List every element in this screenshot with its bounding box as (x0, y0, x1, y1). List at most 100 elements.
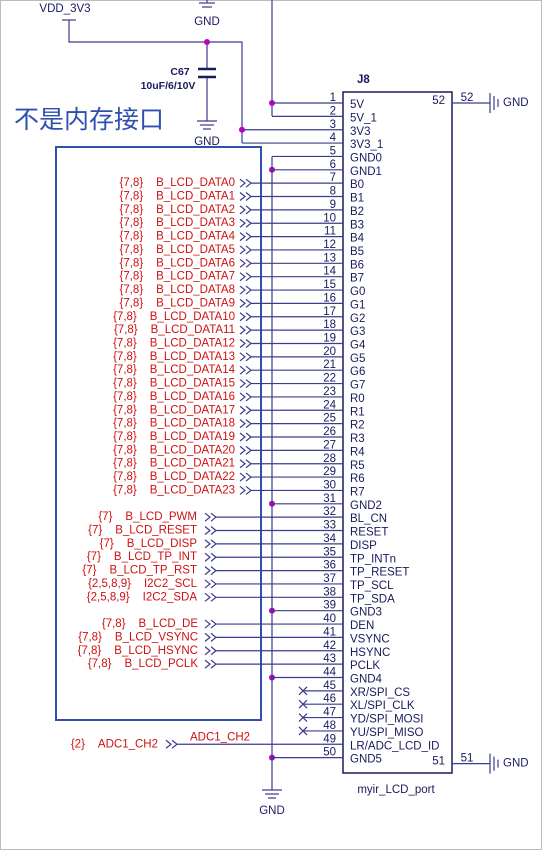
net-sheets: {7,8} (113, 351, 137, 363)
pin-number: 17 (323, 306, 336, 318)
pin-name: YU/SPI_MISO (350, 727, 424, 739)
net-port (204, 566, 211, 576)
net-label: {7,8} B_LCD_DATA15 (113, 378, 235, 390)
pin-name: GND3 (350, 607, 382, 619)
net-name: B_LCD_DATA12 (150, 338, 235, 350)
net-sheets: {7,8} (114, 324, 138, 336)
net-name: B_LCD_TP_INT (114, 551, 197, 563)
net-name: B_LCD_DATA19 (150, 431, 235, 443)
net-label: {7,8} B_LCD_DATA16 (113, 391, 235, 403)
pin-number: 29 (323, 466, 336, 478)
net-label: {7,8} B_LCD_DE (102, 618, 198, 630)
net-sheets: {7,8} (113, 338, 137, 350)
pin-name: PCLK (350, 660, 380, 672)
pin-name: RESET (350, 527, 388, 539)
pin-name: G2 (350, 313, 365, 325)
net-sheets: {7,8} (120, 257, 144, 269)
pin-name: GND4 (350, 674, 383, 686)
net-name: B_LCD_DATA10 (150, 311, 235, 323)
net-port (239, 218, 246, 228)
connector-body (342, 91, 453, 774)
net-port (204, 659, 211, 669)
pin-number: 51 (432, 756, 445, 768)
net-label: {7,8} B_LCD_DATA12 (113, 338, 235, 350)
pin-number: 45 (323, 680, 336, 692)
net-name: I2C2_SCL (144, 578, 198, 590)
net-sheets: {7,8} (113, 378, 137, 390)
net-name: B_LCD_DATA4 (156, 231, 235, 243)
net-sheets: {7,8} (78, 631, 102, 643)
net-name: B_LCD_DATA14 (150, 364, 236, 376)
net-port (239, 445, 246, 455)
net-name: B_LCD_DATA18 (150, 418, 235, 430)
pin-number: 31 (323, 493, 336, 505)
net-label: {7,8} B_LCD_DATA14 (113, 364, 235, 376)
net-sheets: {7,8} (120, 271, 144, 283)
net-sheets: {2} (71, 738, 85, 750)
net-name: B_LCD_DATA0 (156, 177, 235, 189)
net-sheets: {7} (88, 525, 102, 537)
net-label: {7,8} B_LCD_DATA19 (113, 431, 235, 443)
junction (204, 39, 210, 45)
pin-name: B3 (350, 219, 364, 231)
pin-number: 42 (323, 640, 336, 652)
net-port (239, 192, 246, 201)
pin-number: 28 (323, 453, 336, 465)
pin-number: 52 (461, 92, 474, 104)
pin-name: G1 (350, 299, 365, 311)
net-label: {7,8} B_LCD_VSYNC (78, 631, 198, 643)
pin-number: 44 (323, 667, 336, 679)
net-label: {2,5,8,9} I2C2_SDA (87, 591, 198, 603)
net-port (239, 205, 246, 215)
pin-number: 49 (323, 733, 336, 745)
net-sheets: {7,8} (113, 404, 137, 416)
net-sheets: {7,8} (120, 231, 144, 243)
net-label: {7,8} B_LCD_PCLK (88, 658, 199, 670)
pin-number: 25 (323, 413, 336, 425)
net-label: {2,5,8,9} I2C2_SCL (88, 578, 198, 590)
net-label: {7,8} B_LCD_DATA0 (120, 177, 236, 189)
net-name: B_LCD_DATA8 (156, 284, 235, 296)
net-sheets: {7,8} (78, 645, 102, 657)
pin-number: 37 (323, 573, 336, 585)
net-port (239, 285, 246, 295)
net-name: B_LCD_DATA11 (151, 324, 235, 336)
net-label: {7,8} B_LCD_DATA21 (113, 458, 235, 470)
pin-number: 9 (330, 199, 336, 211)
cap-value: 10uF/6/10V (141, 80, 196, 92)
net-name: B_LCD_DATA16 (150, 391, 235, 403)
net-port (239, 352, 246, 362)
pin-name: R7 (350, 486, 365, 498)
pin-name: G4 (350, 340, 366, 352)
pin-name: TP_INTn (350, 553, 396, 565)
net-port (239, 245, 246, 255)
net-name: B_LCD_DATA22 (150, 471, 235, 483)
net-label: {7,8} B_LCD_HSYNC (78, 645, 198, 657)
pin-name: GND5 (350, 754, 382, 766)
net-port (239, 339, 246, 348)
gnd-label: GND (194, 16, 220, 28)
pin-name: G7 (350, 380, 365, 392)
net-name: B_LCD_DATA2 (156, 204, 235, 216)
pin-number: 32 (323, 506, 336, 518)
net-port (239, 485, 246, 495)
pin-name: B7 (350, 273, 364, 285)
net-label: {7,8} B_LCD_DATA2 (120, 204, 236, 216)
pin-number: 5 (330, 145, 336, 157)
connector-part: myir_LCD_port (357, 784, 435, 796)
pin-number: 50 (323, 747, 336, 759)
net-label: {7,8} B_LCD_DATA17 (113, 404, 235, 416)
net-name: B_LCD_PWM (125, 511, 197, 523)
pin-number: 36 (323, 560, 336, 572)
net-label: {7,8} B_LCD_DATA4 (120, 231, 236, 243)
net-name: B_LCD_TP_RST (109, 565, 197, 577)
net-name: B_LCD_DATA17 (150, 404, 235, 416)
net-name: B_LCD_DATA13 (150, 351, 235, 363)
net-sheets: {7,8} (113, 311, 137, 323)
pin-number: 4 (330, 132, 337, 144)
pin-number: 30 (323, 479, 336, 491)
net-port (239, 272, 246, 282)
net-name: I2C2_SDA (143, 591, 198, 603)
pin-number: 8 (330, 186, 336, 198)
